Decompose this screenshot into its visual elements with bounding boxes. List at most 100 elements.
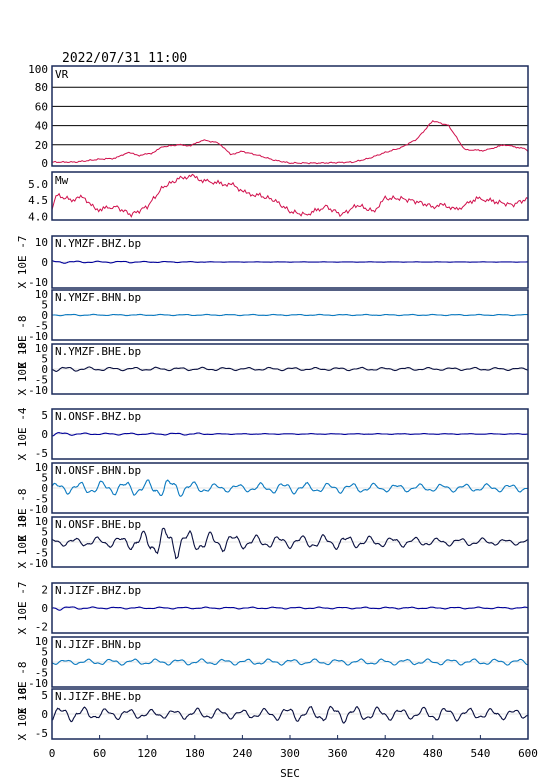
mw-ytick-label: 5.0 [28,178,48,191]
ymzf-bhn-ytick-label: 0 [41,309,48,322]
onsf-bhn-ytick-label: -10 [28,503,48,516]
mw-series-line [51,173,529,218]
jizf-bhz-ytick-label: 2 [41,584,48,597]
onsf-bhe-ytick-label: 10 [35,515,48,528]
onsf-bhn-ytick-label: 0 [41,482,48,495]
jizf-bhe-label: N.JIZF.BHE.bp [55,690,141,703]
jizf-bhn-ytick-label: 10 [35,635,48,648]
vr-ytick-label: 40 [35,120,48,133]
ymzf-bhz-frame [51,235,529,289]
ymzf-bhn-ytick-label: 10 [35,288,48,301]
ymzf-bhe-frame [51,343,529,395]
ymzf-bhe-ytick-label: -10 [28,384,48,397]
onsf-bhn-label: N.ONSF.BHN.bp [55,464,141,477]
onsf-bhe-ytick-label: -5 [35,546,48,559]
ymzf-bhe-waveform [51,366,528,372]
x-tick-label: 540 [470,747,490,760]
scale-label-jizf-bhz: X 10E -7 [16,582,29,635]
onsf-bhz-ytick-label: -5 [35,447,48,460]
jizf-bhn-frame [51,636,529,688]
x-axis-label: SEC [280,767,300,780]
ymzf-bhz-ytick-label: 0 [41,256,48,269]
onsf-bhe-ytick-label: -10 [28,557,48,570]
onsf-bhn-ytick-label: 5 [41,472,48,485]
mw-ytick-label: 4.5 [28,194,48,207]
jizf-bhe-ytick-label: -5 [35,727,48,740]
jizf-bhe-ytick-label: 0 [41,708,48,721]
onsf-bhe-label: N.ONSF.BHE.bp [55,518,141,531]
vr-ytick-label: 20 [35,139,48,152]
panels-group: 100806040200VR5.04.54.0Mw100-10N.YMZF.BH… [16,63,529,741]
jizf-bhz-frame [51,582,529,634]
vr-series-line [51,119,529,165]
ymzf-bhz-ytick-label: 10 [35,236,48,249]
mw-ytick-label: 4.0 [28,210,48,223]
ymzf-bhn-waveform [51,313,529,317]
x-axis: 0 60 120 180 240 300 360 420 480 540 600 SEC [49,735,538,780]
ymzf-bhe-label: N.YMZF.BHE.bp [55,345,141,358]
ymzf-bhn-label: N.YMZF.BHN.bp [55,291,141,304]
ymzf-bhe-ytick-label: 5 [41,353,48,366]
onsf-bhz-waveform [51,432,529,437]
x-tick-label: 240 [232,747,252,760]
onsf-bhn-ytick-label: -5 [35,492,48,505]
scale-label-jizf-bhe: X 10E -8 [16,688,29,741]
onsf-bhn-ytick-label: 10 [35,461,48,474]
onsf-bhe-waveform [51,527,529,560]
vr-ytick-label: 0 [41,157,48,170]
x-tick-label: 300 [280,747,300,760]
ymzf-bhn-ytick-label: 5 [41,299,48,312]
trace-jizf-bhe: 5 0 -5 N.JIZF.BHE.bp [35,688,529,740]
onsf-bhe-ytick-label: 0 [41,536,48,549]
vr-ytick-label: 60 [35,100,48,113]
jizf-bhz-waveform [51,606,529,611]
vr-frame [51,65,529,167]
jizf-bhe-waveform [51,705,529,724]
scale-label-onsf-bhe: X 10E -8 [16,516,29,569]
jizf-bhn-ytick-label: 5 [41,646,48,659]
vr-ytick-label: 80 [35,81,48,94]
x-tick-label: 480 [423,747,443,760]
mw-label: Mw [55,174,69,187]
timestamp-title: 2022/07/31 11:00 [62,51,187,66]
ymzf-bhn-frame [51,289,529,341]
scale-label-onsf-bhz: X 10E -4 [16,407,29,460]
scale-label-jizf-bhn: X 10E -8 [16,662,29,715]
trace-jizf-bhz: 2 0 -2 N.JIZF.BHZ.bp [35,582,529,634]
onsf-bhn-waveform [51,479,529,497]
x-tick-label: 360 [328,747,348,760]
trace-ymzf-bhz: 10 0 -10 N.YMZF.BHZ.bp [28,235,529,289]
panel-vr: 100 80 60 40 20 0 VR [28,63,529,170]
onsf-bhz-ytick-label: 0 [41,428,48,441]
x-tick-label: 600 [518,747,538,760]
ymzf-bhn-ytick-label: -10 [28,330,48,343]
x-tick-label: 120 [137,747,157,760]
jizf-bhn-ytick-label: 0 [41,656,48,669]
scale-label-ymzf-bhe: X 10E -8 [16,343,29,396]
onsf-bhz-frame [51,408,529,460]
ymzf-bhz-ytick-label: -10 [28,276,48,289]
ymzf-bhe-ytick-label: 10 [35,342,48,355]
ymzf-bhz-waveform [52,260,529,264]
trace-onsf-bhz: 5 0 -5 N.ONSF.BHZ.bp [35,408,529,460]
x-tick-label: 420 [375,747,395,760]
ymzf-bhz-label: N.YMZF.BHZ.bp [55,237,141,250]
vr-ytick-label: 100 [28,63,48,76]
onsf-bhz-label: N.ONSF.BHZ.bp [55,410,141,423]
jizf-bhn-label: N.JIZF.BHN.bp [55,638,141,651]
jizf-bhz-label: N.JIZF.BHZ.bp [55,584,141,597]
mw-frame [51,171,529,221]
onsf-bhn-frame [51,462,529,514]
ymzf-bhe-ytick-label: -5 [35,373,48,386]
ymzf-bhe-ytick-label: 0 [41,363,48,376]
vr-label: VR [55,68,69,81]
x-tick-label: 180 [185,747,205,760]
onsf-bhe-ytick-label: 5 [41,526,48,539]
jizf-bhn-waveform [51,658,529,666]
